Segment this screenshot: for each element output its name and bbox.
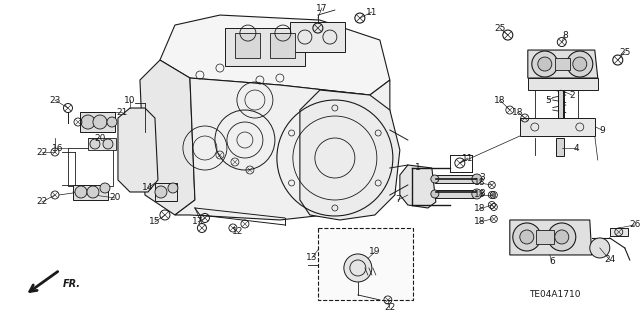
Bar bbox=[520, 118, 595, 136]
Bar bbox=[435, 175, 475, 183]
Polygon shape bbox=[400, 165, 436, 208]
Circle shape bbox=[431, 175, 439, 183]
Circle shape bbox=[555, 230, 569, 244]
Text: FR.: FR. bbox=[63, 279, 81, 289]
Bar bbox=[435, 190, 475, 198]
Text: 25: 25 bbox=[619, 48, 630, 56]
Circle shape bbox=[100, 183, 110, 193]
Bar bbox=[528, 78, 598, 90]
Bar bbox=[290, 22, 345, 52]
Text: 13: 13 bbox=[306, 254, 317, 263]
Circle shape bbox=[168, 183, 178, 193]
Text: 24: 24 bbox=[604, 256, 616, 264]
Text: 17: 17 bbox=[316, 4, 328, 12]
Polygon shape bbox=[175, 78, 390, 220]
Text: 5: 5 bbox=[545, 95, 550, 105]
Polygon shape bbox=[510, 220, 592, 255]
Text: 17: 17 bbox=[192, 218, 204, 226]
Bar bbox=[270, 33, 295, 58]
Text: 19: 19 bbox=[369, 248, 381, 256]
Circle shape bbox=[548, 223, 576, 251]
Circle shape bbox=[107, 117, 117, 127]
Circle shape bbox=[75, 186, 87, 198]
Text: 25: 25 bbox=[494, 24, 506, 33]
Text: TE04A1710: TE04A1710 bbox=[529, 291, 580, 300]
Text: 1: 1 bbox=[415, 164, 420, 173]
Polygon shape bbox=[140, 60, 195, 215]
Bar bbox=[235, 33, 260, 58]
Text: 20: 20 bbox=[109, 194, 121, 203]
Bar bbox=[225, 28, 305, 66]
Circle shape bbox=[472, 189, 482, 199]
Bar bbox=[558, 90, 564, 118]
Text: 18: 18 bbox=[474, 218, 486, 226]
Circle shape bbox=[90, 139, 100, 149]
Text: 12: 12 bbox=[232, 227, 244, 236]
Text: 15: 15 bbox=[149, 218, 161, 226]
Bar bbox=[155, 183, 177, 201]
Text: 20: 20 bbox=[94, 134, 106, 143]
Circle shape bbox=[472, 174, 482, 184]
Circle shape bbox=[538, 57, 552, 71]
Circle shape bbox=[590, 238, 610, 258]
Circle shape bbox=[103, 139, 113, 149]
Text: 18: 18 bbox=[474, 204, 486, 213]
Text: 3: 3 bbox=[479, 189, 484, 198]
Text: 18: 18 bbox=[474, 190, 486, 199]
Bar bbox=[88, 138, 116, 150]
Text: 16: 16 bbox=[52, 144, 64, 152]
Text: 6: 6 bbox=[549, 257, 555, 266]
Circle shape bbox=[87, 186, 99, 198]
Text: 2: 2 bbox=[569, 91, 575, 100]
Circle shape bbox=[93, 115, 107, 129]
Text: 22: 22 bbox=[36, 197, 47, 206]
Text: 10: 10 bbox=[124, 95, 136, 105]
Circle shape bbox=[344, 254, 372, 282]
Bar bbox=[73, 185, 108, 200]
Circle shape bbox=[155, 186, 167, 198]
Circle shape bbox=[573, 57, 587, 71]
Text: 8: 8 bbox=[562, 31, 568, 40]
Bar bbox=[80, 112, 115, 132]
Bar bbox=[555, 58, 570, 70]
Circle shape bbox=[567, 51, 593, 77]
Text: 23: 23 bbox=[49, 95, 61, 105]
Text: 22: 22 bbox=[384, 303, 396, 312]
Polygon shape bbox=[528, 50, 598, 78]
Text: 14: 14 bbox=[142, 183, 154, 192]
Text: 22: 22 bbox=[36, 147, 47, 157]
Text: 21: 21 bbox=[116, 108, 127, 116]
Bar bbox=[610, 228, 628, 236]
Circle shape bbox=[513, 223, 541, 251]
Text: 18: 18 bbox=[512, 108, 524, 116]
Bar bbox=[318, 228, 413, 300]
Text: 11: 11 bbox=[366, 8, 378, 17]
Text: 9: 9 bbox=[599, 125, 605, 135]
Text: 4: 4 bbox=[574, 144, 580, 152]
Text: 26: 26 bbox=[629, 220, 640, 229]
Bar bbox=[68, 148, 113, 186]
Circle shape bbox=[431, 190, 439, 198]
Text: 7: 7 bbox=[395, 196, 401, 204]
Polygon shape bbox=[300, 90, 400, 220]
Circle shape bbox=[520, 230, 534, 244]
Text: 11: 11 bbox=[462, 153, 474, 162]
Circle shape bbox=[81, 115, 95, 129]
Circle shape bbox=[532, 51, 558, 77]
Text: 18: 18 bbox=[494, 95, 506, 105]
Bar bbox=[536, 230, 554, 244]
Polygon shape bbox=[118, 108, 158, 192]
Text: 3: 3 bbox=[479, 174, 484, 182]
Bar bbox=[556, 138, 564, 156]
Polygon shape bbox=[160, 15, 390, 95]
Text: 18: 18 bbox=[474, 179, 486, 188]
